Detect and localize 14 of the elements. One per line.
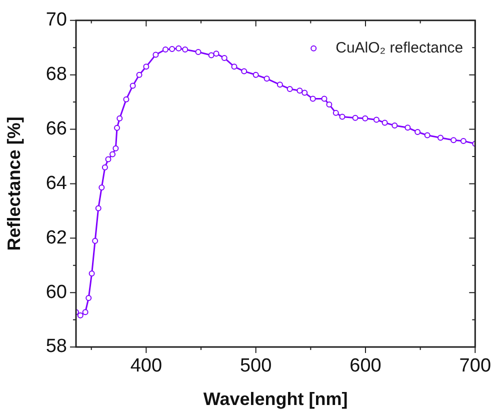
y-axis-title: Reflectance [%] bbox=[4, 116, 24, 251]
x-tick-label: 700 bbox=[459, 356, 491, 377]
x-tick-label: 600 bbox=[350, 356, 382, 377]
x-tick-label: 400 bbox=[130, 356, 162, 377]
y-tick-label: 62 bbox=[46, 227, 67, 248]
y-tick-label: 60 bbox=[46, 282, 67, 303]
y-tick-label: 58 bbox=[46, 336, 67, 358]
y-tick-label: 70 bbox=[46, 10, 67, 31]
legend-label: CuAlO₂ reflectance bbox=[336, 40, 464, 57]
x-tick-label: 500 bbox=[240, 356, 272, 377]
y-tick-label: 68 bbox=[46, 64, 67, 86]
x-axis-title: Wavelenght [nm] bbox=[203, 389, 348, 410]
y-tick-label: 64 bbox=[46, 172, 68, 194]
y-tick-label: 66 bbox=[46, 118, 67, 140]
